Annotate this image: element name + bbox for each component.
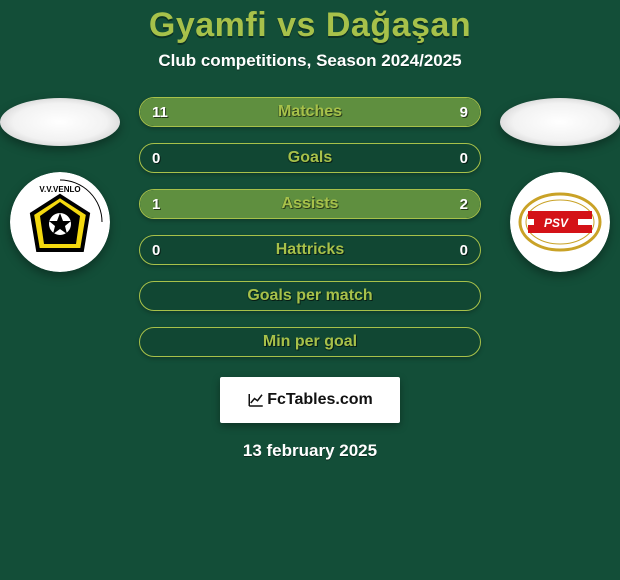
player-right-name: Dağaşan — [326, 6, 471, 44]
date: 13 february 2025 — [243, 441, 377, 461]
right-player-photo-placeholder — [500, 98, 620, 146]
stat-label: Min per goal — [140, 328, 480, 356]
brand-text: FcTables.com — [267, 391, 373, 409]
title-vs: vs — [277, 6, 316, 44]
stat-row: 0 0Hattricks — [139, 235, 481, 265]
stat-row: Min per goal — [139, 327, 481, 357]
stat-row: 0 0Goals — [139, 143, 481, 173]
stat-value-left: 0 — [152, 236, 160, 264]
stat-value-right: 0 — [460, 144, 468, 172]
title: Gyamfi vs Dağaşan — [149, 6, 471, 45]
left-player-column: V.V.VENLO — [0, 98, 120, 272]
left-club-crest-svg: V.V.VENLO — [10, 172, 110, 272]
stats-list: 119Matches00Goals12Assists00HattricksGoa… — [139, 97, 481, 373]
right-player-column: PSV — [500, 98, 620, 272]
stat-value-right: 0 — [460, 236, 468, 264]
stat-label: Goals — [140, 144, 480, 172]
left-crest-text: V.V.VENLO — [39, 185, 80, 194]
subtitle: Club competitions, Season 2024/2025 — [158, 51, 461, 71]
left-club-crest: V.V.VENLO — [10, 172, 110, 272]
stat-label: Goals per match — [140, 282, 480, 310]
right-club-crest-svg: PSV — [510, 172, 610, 272]
stat-fill-right — [327, 98, 480, 126]
stat-row: 119Matches — [139, 97, 481, 127]
right-crest-text: PSV — [544, 216, 569, 230]
stat-row: 12Assists — [139, 189, 481, 219]
stat-fill-left — [140, 98, 327, 126]
brand-box: FcTables.com — [220, 377, 400, 423]
left-player-photo-placeholder — [0, 98, 120, 146]
stat-label: Hattricks — [140, 236, 480, 264]
stat-row: Goals per match — [139, 281, 481, 311]
chart-icon — [247, 391, 265, 409]
brand: FcTables.com — [247, 391, 373, 409]
stat-fill-left — [140, 190, 252, 218]
comparison-card: Gyamfi vs Dağaşan Club competitions, Sea… — [0, 0, 620, 580]
player-left-name: Gyamfi — [149, 6, 267, 44]
stat-fill-right — [252, 190, 480, 218]
stat-value-left: 0 — [152, 144, 160, 172]
right-club-crest: PSV — [510, 172, 610, 272]
